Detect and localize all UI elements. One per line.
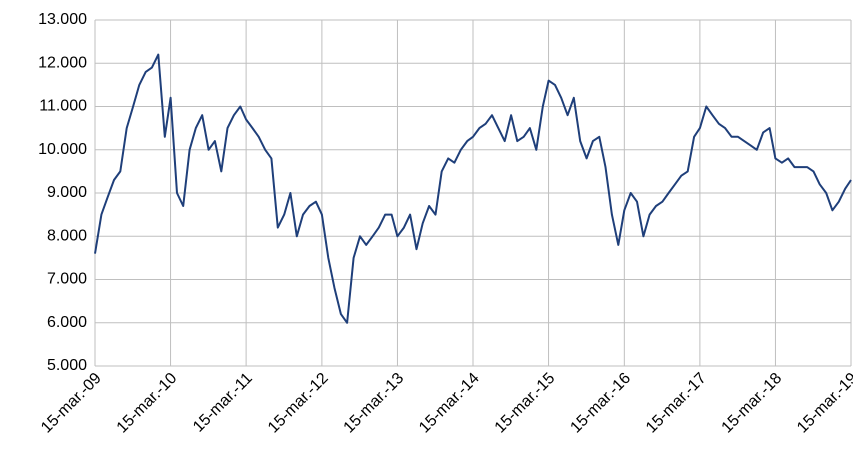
x-tick-label: 15-mar.-18: [719, 370, 786, 437]
series-line: [94, 53, 852, 324]
x-tick-label: 15-mar.-13: [341, 370, 408, 437]
y-tick-label: 8.000: [47, 227, 87, 244]
x-tick-label: 15-mar.-14: [416, 370, 483, 437]
x-tick-label: 15-mar.-10: [114, 370, 181, 437]
y-tick-label: 13.000: [38, 11, 87, 28]
x-tick-label: 15-mar.-11: [190, 370, 256, 436]
y-tick-label: 12.000: [38, 54, 87, 71]
y-tick-label: 10.000: [38, 141, 87, 158]
y-tick-label: 5.000: [47, 357, 87, 374]
x-tick-label: 15-mar.-09: [38, 370, 105, 437]
x-tick-label: 15-mar.-17: [643, 370, 710, 437]
y-tick-label: 9.000: [47, 184, 87, 201]
y-tick-label: 7.000: [47, 271, 87, 288]
x-tick-label: 15-mar.-16: [567, 370, 634, 437]
y-tick-label: 6.000: [47, 314, 87, 331]
x-tick-label: 15-mar.-12: [265, 370, 332, 437]
x-tick-label: 15-mar.-15: [492, 370, 559, 437]
y-tick-label: 11.000: [39, 98, 87, 115]
x-tick-label: 15-mar.-19: [794, 370, 853, 437]
